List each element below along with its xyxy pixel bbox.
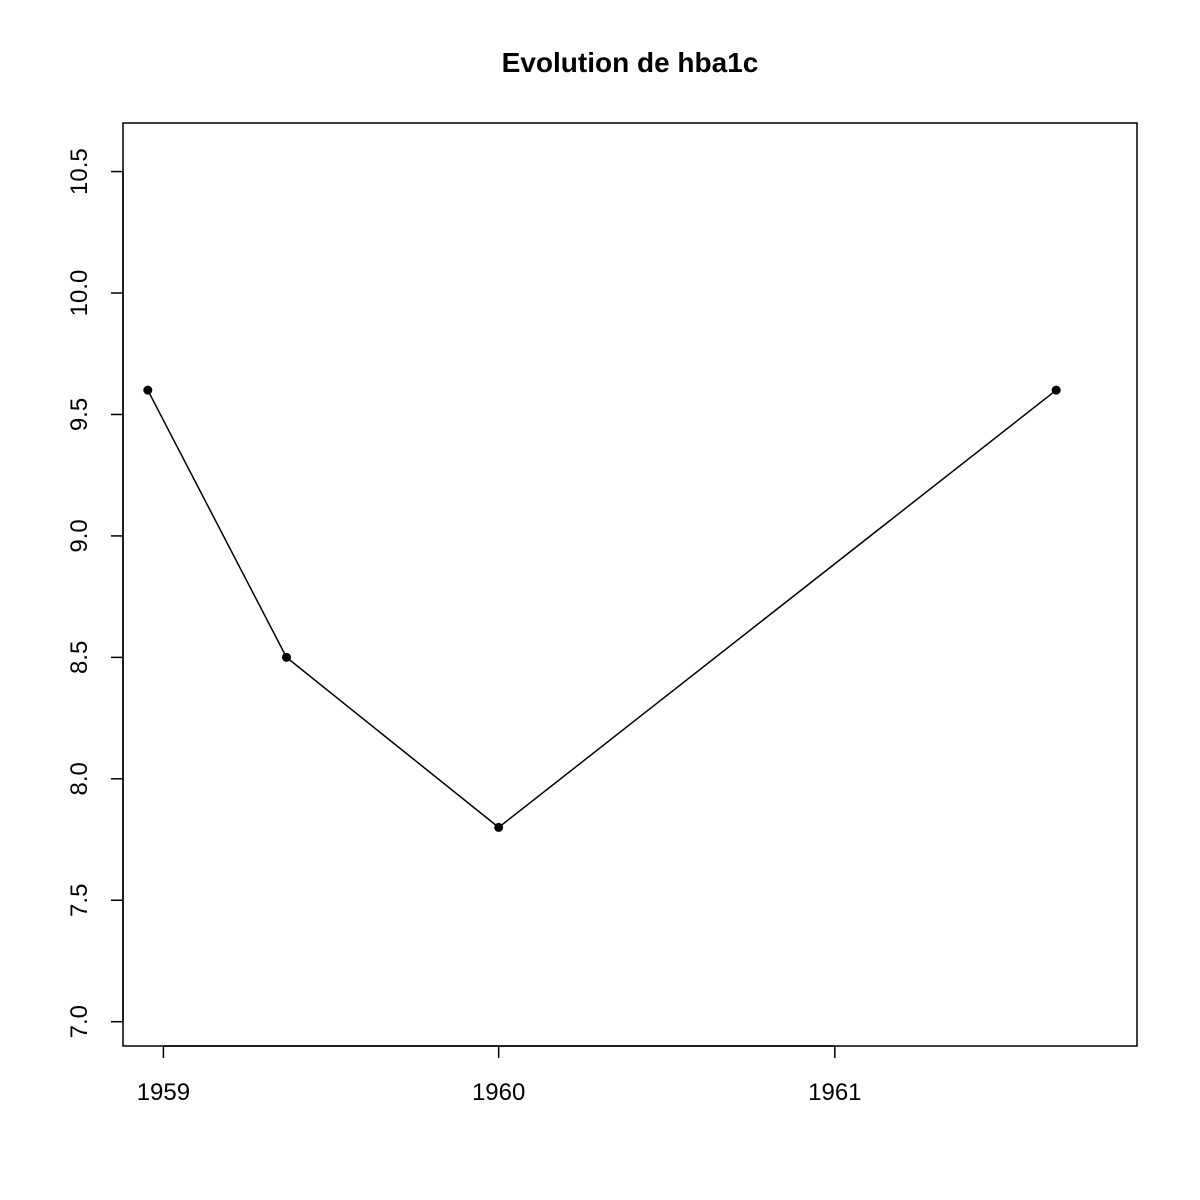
data-point (281, 652, 291, 662)
data-point (143, 385, 153, 395)
plot-frame (122, 122, 1138, 1047)
y-tick-label: 9.0 (66, 519, 93, 552)
y-tick-label: 9.5 (66, 398, 93, 431)
y-axis: 7.0 7.5 8.0 8.5 9.0 9.5 10.0 10.5 (66, 148, 124, 1038)
series-line (147, 389, 1057, 829)
y-tick-label: 10.5 (66, 148, 93, 195)
y-tick-label: 7.0 (66, 1005, 93, 1038)
chart-title: Evolution de hba1c (502, 47, 759, 78)
data-point (1051, 385, 1061, 395)
y-tick-label: 7.5 (66, 884, 93, 917)
x-tick-label: 1959 (137, 1079, 190, 1106)
x-tick-label: 1961 (808, 1079, 861, 1106)
data-point (494, 822, 504, 832)
x-axis: 1959 1960 1961 (137, 1045, 862, 1106)
series-group (143, 385, 1061, 832)
y-tick-label: 10.0 (66, 270, 93, 317)
y-tick-label: 8.5 (66, 641, 93, 674)
x-tick-label: 1960 (472, 1079, 525, 1106)
y-tick-label: 8.0 (66, 762, 93, 795)
